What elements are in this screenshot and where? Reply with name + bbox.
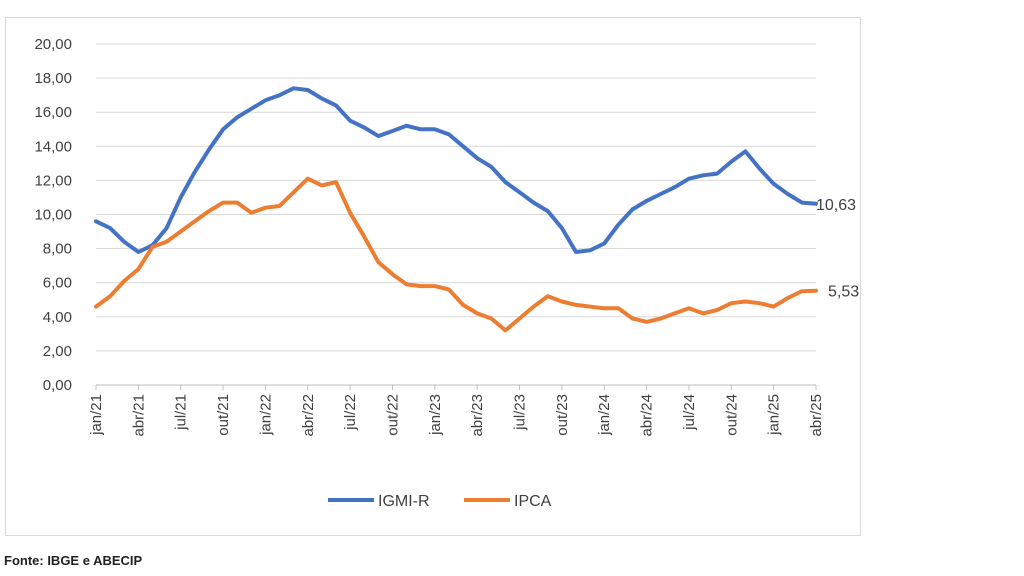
x-tick-label: abr/22	[300, 394, 317, 437]
x-tick-label: jul/24	[681, 394, 698, 431]
x-tick-label: abr/24	[639, 394, 656, 437]
end-value-label: 10,63	[816, 197, 856, 214]
source-note: Fonte: IBGE e ABECIP	[4, 553, 143, 568]
x-tick-label: out/23	[554, 394, 571, 436]
x-tick-label: out/22	[384, 394, 401, 436]
axes: 0,00 2,00 4,00 6,00 8,00 10,00 12,00 14,00 16,00…	[34, 36, 825, 437]
gridlines	[96, 43, 816, 386]
x-tick-label: jan/24	[596, 394, 613, 436]
legend: IGMI-R IPCA	[328, 493, 552, 510]
legend-label: IPCA	[514, 493, 552, 510]
y-tick-label: 14,00	[34, 138, 72, 155]
y-tick-label: 4,00	[43, 309, 72, 326]
y-tick-label: 8,00	[43, 241, 72, 258]
legend-label: IGMI-R	[378, 493, 430, 510]
x-tick-label: jul/21	[173, 394, 190, 431]
chart-area: 0,00 2,00 4,00 6,00 8,00 10,00 12,00 14,00 16,00…	[5, 17, 861, 536]
x-tick-label: jul/23	[512, 394, 529, 431]
y-tick-label: 20,00	[34, 36, 72, 53]
data-labels: 10,63 5,53	[816, 197, 859, 301]
y-tick-label: 18,00	[34, 70, 72, 87]
y-tick-label: 2,00	[43, 343, 72, 360]
y-tick-label: 6,00	[43, 275, 72, 292]
y-tick-label: 12,00	[34, 172, 72, 189]
end-value-label: 5,53	[828, 284, 859, 301]
y-tick-label: 10,00	[34, 207, 72, 224]
x-tick-label: abr/21	[130, 394, 147, 437]
x-tick-label: abr/25	[808, 394, 825, 437]
series-lines	[94, 86, 818, 333]
y-tick-label: 0,00	[43, 377, 72, 394]
x-tick-label: jan/23	[427, 394, 444, 436]
x-tick-label: out/21	[215, 394, 232, 436]
x-tick-label: jan/25	[766, 394, 783, 436]
x-tick-label: abr/23	[469, 394, 486, 437]
x-tick-label: jan/22	[257, 394, 274, 436]
y-tick-label: 16,00	[34, 104, 72, 121]
x-tick-label: jul/22	[342, 394, 359, 431]
series-line-igmi-r	[94, 86, 818, 254]
line-chart: 0,00 2,00 4,00 6,00 8,00 10,00 12,00 14,00 16,00…	[34, 36, 859, 510]
series-line-ipca	[94, 176, 818, 333]
x-tick-label: out/24	[723, 394, 740, 436]
x-tick-label: jan/21	[88, 394, 105, 436]
